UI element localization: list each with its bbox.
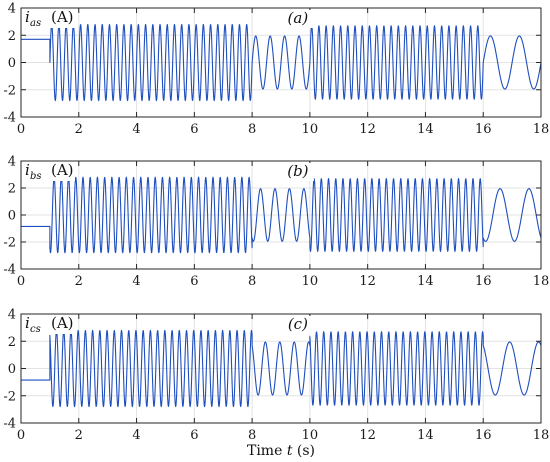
quantity-unit: (A) xyxy=(51,314,74,332)
x-tick-label: 12 xyxy=(359,122,376,137)
panel-c: 0 2 4 6 8 10 12 14 16 18 4 2 0 -2 -4 i cs (A) (c) Time t (s… xyxy=(3,308,549,460)
y-tick-label: 2 xyxy=(8,335,16,350)
panel-tag-bg xyxy=(281,10,314,28)
x-tick-label: 0 xyxy=(17,274,25,289)
y-tick-label: 4 xyxy=(8,155,16,170)
x-tick-label: 10 xyxy=(302,122,319,137)
panel-tag-bg xyxy=(281,316,314,334)
quantity-symbol: i xyxy=(25,8,30,26)
x-tick-label: 2 xyxy=(75,274,83,289)
current-waveform xyxy=(21,329,542,408)
panel-tag: (c) xyxy=(288,315,308,333)
x-tick-label: 12 xyxy=(359,274,376,289)
x-tick-label: 10 xyxy=(302,428,319,443)
x-tick-label: 6 xyxy=(190,122,198,137)
x-tick-label: 18 xyxy=(533,122,550,137)
y-tick-label: 0 xyxy=(8,362,16,377)
panel-tag: (a) xyxy=(288,9,309,27)
y-tick-label: 0 xyxy=(8,56,16,71)
x-axis-label: Time t (s) xyxy=(247,443,315,459)
x-tick-label: 18 xyxy=(533,274,550,289)
quantity-unit: (A) xyxy=(51,161,74,179)
x-tick-label: 16 xyxy=(475,122,492,137)
x-tick-label: 6 xyxy=(190,274,198,289)
x-tick-label: 8 xyxy=(248,428,256,443)
y-tick-label: -4 xyxy=(3,111,16,126)
y-tick-label: 4 xyxy=(8,2,16,17)
x-tick-label: 2 xyxy=(75,428,83,443)
y-tick-label: 0 xyxy=(8,209,16,224)
panel-tag: (b) xyxy=(287,162,308,180)
y-tick-label: -2 xyxy=(3,83,16,98)
quantity-subscript: cs xyxy=(30,324,41,335)
x-tick-label: 4 xyxy=(132,428,140,443)
x-tick-label: 4 xyxy=(132,122,140,137)
quantity-symbol: i xyxy=(25,161,30,179)
x-tick-label: 6 xyxy=(190,428,198,443)
x-tick-label: 10 xyxy=(302,274,319,289)
x-tick-label: 14 xyxy=(417,274,434,289)
x-tick-label: 16 xyxy=(475,274,492,289)
x-tick-label: 16 xyxy=(475,428,492,443)
y-tick-label: -4 xyxy=(3,263,16,278)
current-waveform xyxy=(21,176,542,254)
x-tick-label: 8 xyxy=(248,274,256,289)
x-tick-label: 14 xyxy=(417,122,434,137)
quantity-subscript: bs xyxy=(30,171,42,182)
quantity-symbol: i xyxy=(25,314,30,332)
x-tick-label: 0 xyxy=(17,122,25,137)
quantity-label-bg xyxy=(23,162,75,181)
x-tick-label: 2 xyxy=(75,122,83,137)
panel-a: 0 2 4 6 8 10 12 14 16 18 4 2 0 -2 -4 i as (A) (a) xyxy=(3,2,549,138)
x-tick-label: 18 xyxy=(533,428,550,443)
y-tick-label: 2 xyxy=(8,29,16,44)
x-tick-label: 0 xyxy=(17,428,25,443)
quantity-label-bg xyxy=(23,315,75,334)
x-tick-label: 12 xyxy=(359,428,376,443)
y-tick-label: -2 xyxy=(3,389,16,404)
current-waveform xyxy=(21,23,542,102)
x-tick-label: 14 xyxy=(417,428,434,443)
y-tick-label: -4 xyxy=(3,417,16,432)
x-tick-label: 4 xyxy=(132,274,140,289)
quantity-subscript: as xyxy=(30,18,41,29)
quantity-unit: (A) xyxy=(51,8,74,26)
x-tick-label: 8 xyxy=(248,122,256,137)
y-tick-label: -2 xyxy=(3,236,16,251)
y-tick-label: 4 xyxy=(8,308,16,323)
panel-tag-bg xyxy=(281,163,314,181)
panel-b: 0 2 4 6 8 10 12 14 16 18 4 2 0 -2 -4 i bs (A) (b) xyxy=(3,155,549,290)
quantity-label-bg xyxy=(23,9,75,28)
y-tick-label: 2 xyxy=(8,182,16,197)
